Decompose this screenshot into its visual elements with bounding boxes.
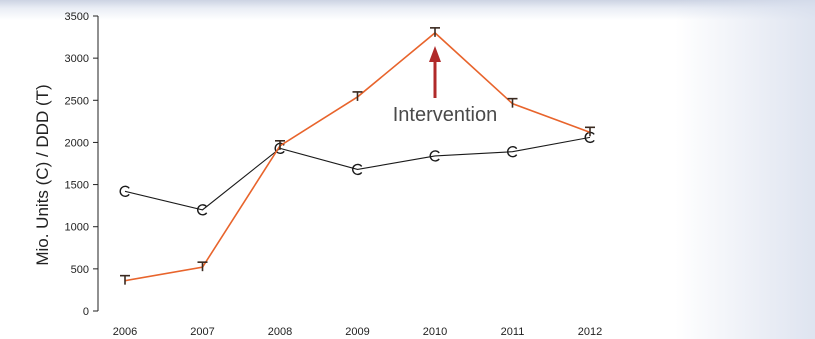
x-tick-label: 2008: [268, 326, 292, 338]
data-point-c: [584, 131, 595, 144]
x-tick-label: 2006: [113, 326, 137, 338]
background-right-shade: [675, 0, 815, 339]
y-tick-label: 1000: [65, 222, 89, 234]
x-tick-label: 2009: [345, 326, 369, 338]
data-point-t: [507, 97, 518, 108]
annotation-group: Intervention: [393, 46, 498, 126]
y-tick-label: 3500: [65, 11, 89, 23]
x-ticks-group: 2006 2007 2008 2009 2010 2011 2012: [113, 326, 602, 338]
y-tick-label: 500: [71, 264, 89, 276]
data-point-t: [275, 140, 285, 150]
data-point-c: [352, 163, 363, 176]
data-point-t: [585, 126, 595, 137]
data-point-t: [197, 261, 208, 272]
data-point-c: [197, 204, 208, 216]
intervention-label: Intervention: [393, 104, 498, 126]
series-line: [124, 136, 591, 211]
y-tick-label: 0: [83, 306, 89, 318]
y-tick-label: 2500: [65, 95, 89, 107]
x-tick-label: 2007: [190, 326, 214, 338]
series-group: [119, 27, 595, 285]
data-point-t: [120, 274, 130, 285]
y-tick-label: 1500: [65, 180, 89, 192]
y-tick-label: 2000: [65, 137, 89, 149]
y-axis-label: Mio. Units (C) / DDD (T): [33, 84, 52, 265]
intervention-arrow-head: [429, 46, 441, 62]
series-0: [119, 131, 595, 216]
data-point-t: [430, 27, 440, 37]
data-point-c: [429, 150, 440, 162]
data-point-c: [507, 146, 518, 158]
data-point-c: [119, 185, 130, 197]
y-tick-label: 3000: [65, 53, 89, 65]
x-tick-label: 2012: [578, 326, 602, 338]
data-point-t: [352, 91, 363, 101]
x-tick-label: 2011: [501, 326, 525, 338]
data-point-c: [274, 142, 285, 154]
series-1: [120, 27, 595, 285]
y-ticks-group: 0 500 1000 1500 2000 2500 3000 3500: [65, 11, 98, 318]
x-tick-label: 2010: [423, 326, 447, 338]
series-line: [124, 31, 591, 282]
